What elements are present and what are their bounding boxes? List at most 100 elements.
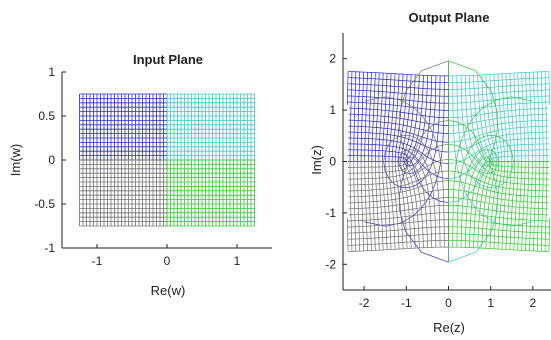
output-grid-curve xyxy=(448,240,550,246)
output-grid-curve xyxy=(501,161,509,250)
output-grid-curve xyxy=(346,218,349,252)
output-plane-title: Output Plane xyxy=(409,10,490,25)
output-grid-curve xyxy=(385,161,392,250)
output-plane-yticks: -2 -1 0 1 2 xyxy=(325,52,347,271)
input-quadrant-0 xyxy=(79,93,168,161)
output-grid-curve xyxy=(509,161,516,250)
output-grid-curve xyxy=(448,212,550,222)
output-grid-curve xyxy=(348,143,449,179)
output-grid-curve xyxy=(493,161,503,249)
output-grid-curve xyxy=(391,73,400,162)
output-grid-curve xyxy=(348,180,449,198)
output-grid-curve xyxy=(448,159,549,186)
output-grid-curve xyxy=(375,72,380,162)
output-plane-xlabel: Re(z) xyxy=(433,320,465,335)
output-grid-curve xyxy=(348,170,449,192)
output-quadrant-1 xyxy=(448,71,551,263)
output-grid-curve xyxy=(397,161,408,249)
input-plane-xtick-label: -1 xyxy=(92,254,103,268)
output-grid-curve xyxy=(347,77,449,83)
output-grid-curve xyxy=(347,240,449,246)
output-grid-curve xyxy=(404,75,433,167)
output-grid-curve xyxy=(347,83,449,90)
input-plane-ytick-label: 0 xyxy=(48,153,55,167)
output-grid-curve xyxy=(448,143,549,179)
output-grid-curve xyxy=(464,75,493,167)
output-grid-curve xyxy=(536,161,540,252)
output-grid-curve xyxy=(404,161,420,248)
output-grid-curve xyxy=(349,71,353,162)
output-grid-curve xyxy=(346,71,349,105)
output-grid-curve xyxy=(460,149,499,248)
output-plane-ylabel: Im(z) xyxy=(309,145,324,175)
output-grid-curve xyxy=(348,204,449,216)
output-grid-curve xyxy=(448,101,550,111)
input-plane-ytick-label: -0.5 xyxy=(34,197,55,211)
output-plane-ytick-label: 0 xyxy=(329,155,336,169)
output-grid-curve xyxy=(357,161,361,252)
output-grid-curve xyxy=(405,75,428,163)
output-quadrant-3 xyxy=(448,60,551,252)
output-grid-curve xyxy=(548,71,551,105)
output-grid-curve xyxy=(347,89,449,97)
output-grid-curve xyxy=(400,74,412,162)
input-plane-yticks: -1 -0.5 0 0.5 1 xyxy=(34,65,66,255)
output-grid-curve xyxy=(533,72,537,162)
output-plane-axes: Output Plane -2 -1 0 1 2 -2 -1 0 1 2 Re(z) Im(z) xyxy=(309,10,551,335)
output-grid-curve xyxy=(371,161,376,251)
input-quadrant-3 xyxy=(166,159,255,227)
output-grid-curve xyxy=(391,161,400,250)
input-quadrant-2 xyxy=(79,159,168,227)
input-quadrant-1 xyxy=(166,93,255,161)
output-grid-curve xyxy=(485,161,497,249)
output-grid-curve xyxy=(448,83,550,90)
output-grid-curve xyxy=(388,161,396,250)
output-grid-curve xyxy=(505,73,512,162)
output-grid-curve xyxy=(477,161,493,248)
output-grid-curve xyxy=(448,89,550,97)
output-grid-curve xyxy=(448,60,550,168)
output-grid-curve xyxy=(405,160,428,248)
output-grid-curve xyxy=(360,161,364,251)
output-grid-curve xyxy=(381,73,388,162)
input-plane-ytick-label: 1 xyxy=(48,65,55,79)
output-grid-curve xyxy=(505,161,512,250)
output-grid-curve xyxy=(348,119,449,134)
output-grid-curve xyxy=(460,75,499,174)
output-grid-curve xyxy=(489,161,500,249)
output-grid-curve xyxy=(452,75,533,227)
output-grid-curve xyxy=(348,107,449,119)
output-grid-curve xyxy=(481,161,495,249)
output-grid-curve xyxy=(405,75,424,162)
output-grid-curve xyxy=(544,161,548,252)
output-grid-curve xyxy=(348,113,449,126)
output-grid-curve xyxy=(513,73,519,162)
output-grid-curve xyxy=(371,72,376,162)
output-grid-curve xyxy=(448,180,549,198)
output-grid-curve xyxy=(348,197,449,210)
output-grid-curve xyxy=(375,161,380,251)
output-plane-grid xyxy=(346,60,551,263)
output-grid-curve xyxy=(348,246,449,252)
output-plane-ytick-label: 1 xyxy=(329,103,336,117)
output-plane-xtick-label: -1 xyxy=(401,296,412,310)
output-grid-curve xyxy=(378,161,384,250)
output-plane-xticks: -2 -1 0 1 2 xyxy=(359,286,537,310)
output-grid-curve xyxy=(347,101,449,111)
output-plane-xtick-label: -2 xyxy=(359,296,370,310)
output-grid-curve xyxy=(469,160,492,248)
output-grid-curve xyxy=(394,161,404,249)
output-grid-curve xyxy=(353,71,357,162)
output-plane-ytick-label: -2 xyxy=(325,257,336,271)
output-grid-curve xyxy=(405,161,424,248)
output-grid-curve xyxy=(517,161,522,251)
output-grid-curve xyxy=(360,72,364,162)
output-grid-curve xyxy=(513,161,519,250)
output-grid-curve xyxy=(536,71,540,162)
output-grid-curve xyxy=(402,161,416,249)
input-plane-title: Input Plane xyxy=(133,52,203,67)
output-grid-curve xyxy=(364,75,445,227)
output-grid-curve xyxy=(348,71,449,77)
output-grid-curve xyxy=(448,77,550,83)
output-grid-curve xyxy=(448,71,549,77)
